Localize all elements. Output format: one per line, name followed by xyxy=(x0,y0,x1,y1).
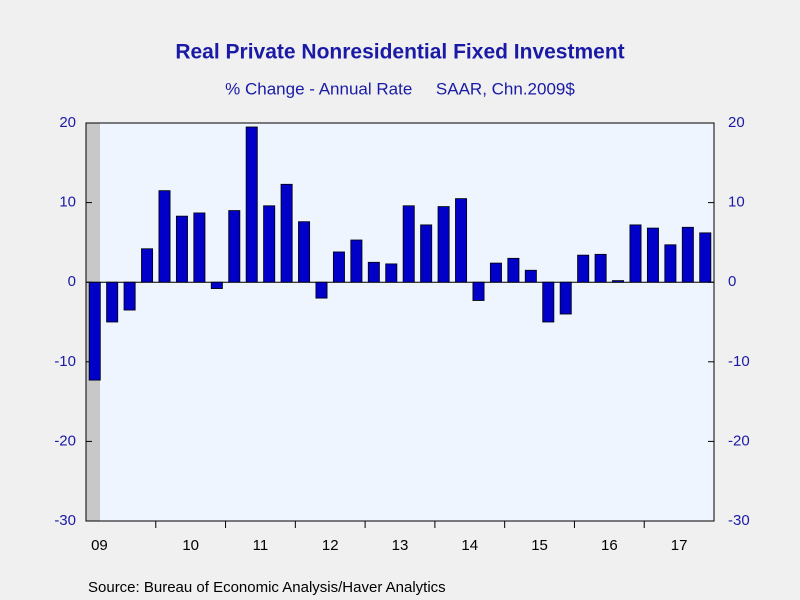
bar xyxy=(646,227,659,283)
bar xyxy=(298,221,311,283)
x-tick-label: 16 xyxy=(601,537,618,554)
bar xyxy=(280,183,293,283)
bar xyxy=(594,253,607,283)
bar xyxy=(437,206,450,283)
bar xyxy=(420,224,433,283)
bar xyxy=(158,190,171,283)
bar xyxy=(88,281,101,381)
plot-frame xyxy=(85,122,715,522)
bar xyxy=(472,281,485,301)
x-tick-label: 12 xyxy=(322,537,339,554)
bar xyxy=(542,281,555,323)
y-tick-label: 0 xyxy=(68,273,76,290)
bar xyxy=(681,226,694,283)
bar xyxy=(507,257,520,283)
y2-tick-label: 0 xyxy=(728,273,736,290)
bar xyxy=(106,281,119,323)
plot-area xyxy=(86,123,714,521)
y-tick-label: 10 xyxy=(59,194,76,211)
bar xyxy=(699,232,712,283)
y-tick-label: -10 xyxy=(54,353,76,370)
x-tick-label: 11 xyxy=(253,537,269,554)
bar xyxy=(664,244,677,283)
y-tick-label: -20 xyxy=(54,432,76,449)
y2-tick-label: -30 xyxy=(728,512,750,529)
x-tick-label: 09 xyxy=(91,537,108,554)
bar xyxy=(123,281,136,311)
bar xyxy=(489,262,502,283)
x-tick-label: 13 xyxy=(392,537,409,554)
y2-tick-label: -10 xyxy=(728,353,750,370)
bar xyxy=(210,281,223,289)
bar xyxy=(332,251,345,283)
bar xyxy=(629,224,642,283)
y-tick-label: 20 xyxy=(59,114,76,131)
y2-tick-label: 10 xyxy=(728,194,745,211)
y2-tick-label: -20 xyxy=(728,432,750,449)
x-tick-label: 15 xyxy=(531,537,548,554)
bar xyxy=(385,263,398,283)
bar xyxy=(175,215,188,283)
bar xyxy=(524,269,537,283)
bar xyxy=(612,280,625,283)
bar xyxy=(315,281,328,299)
bar xyxy=(263,205,276,283)
bar xyxy=(402,205,415,283)
chart-title: Real Private Nonresidential Fixed Invest… xyxy=(175,41,624,64)
source-note: Source: Bureau of Economic Analysis/Have… xyxy=(88,579,446,596)
x-tick-label: 14 xyxy=(461,537,478,554)
x-tick-label: 10 xyxy=(182,537,199,554)
y2-tick-label: 20 xyxy=(728,114,745,131)
bar xyxy=(245,126,258,283)
bar xyxy=(577,254,590,283)
bar xyxy=(193,212,206,283)
bar xyxy=(367,261,380,283)
bar xyxy=(228,210,241,283)
chart-subtitle: % Change - Annual Rate SAAR, Chn.2009$ xyxy=(225,79,575,98)
bar xyxy=(141,248,154,283)
bar xyxy=(455,198,468,283)
x-tick-label: 17 xyxy=(671,537,688,554)
bar xyxy=(559,281,572,315)
bar xyxy=(350,239,363,283)
y-tick-label: -30 xyxy=(54,512,76,529)
